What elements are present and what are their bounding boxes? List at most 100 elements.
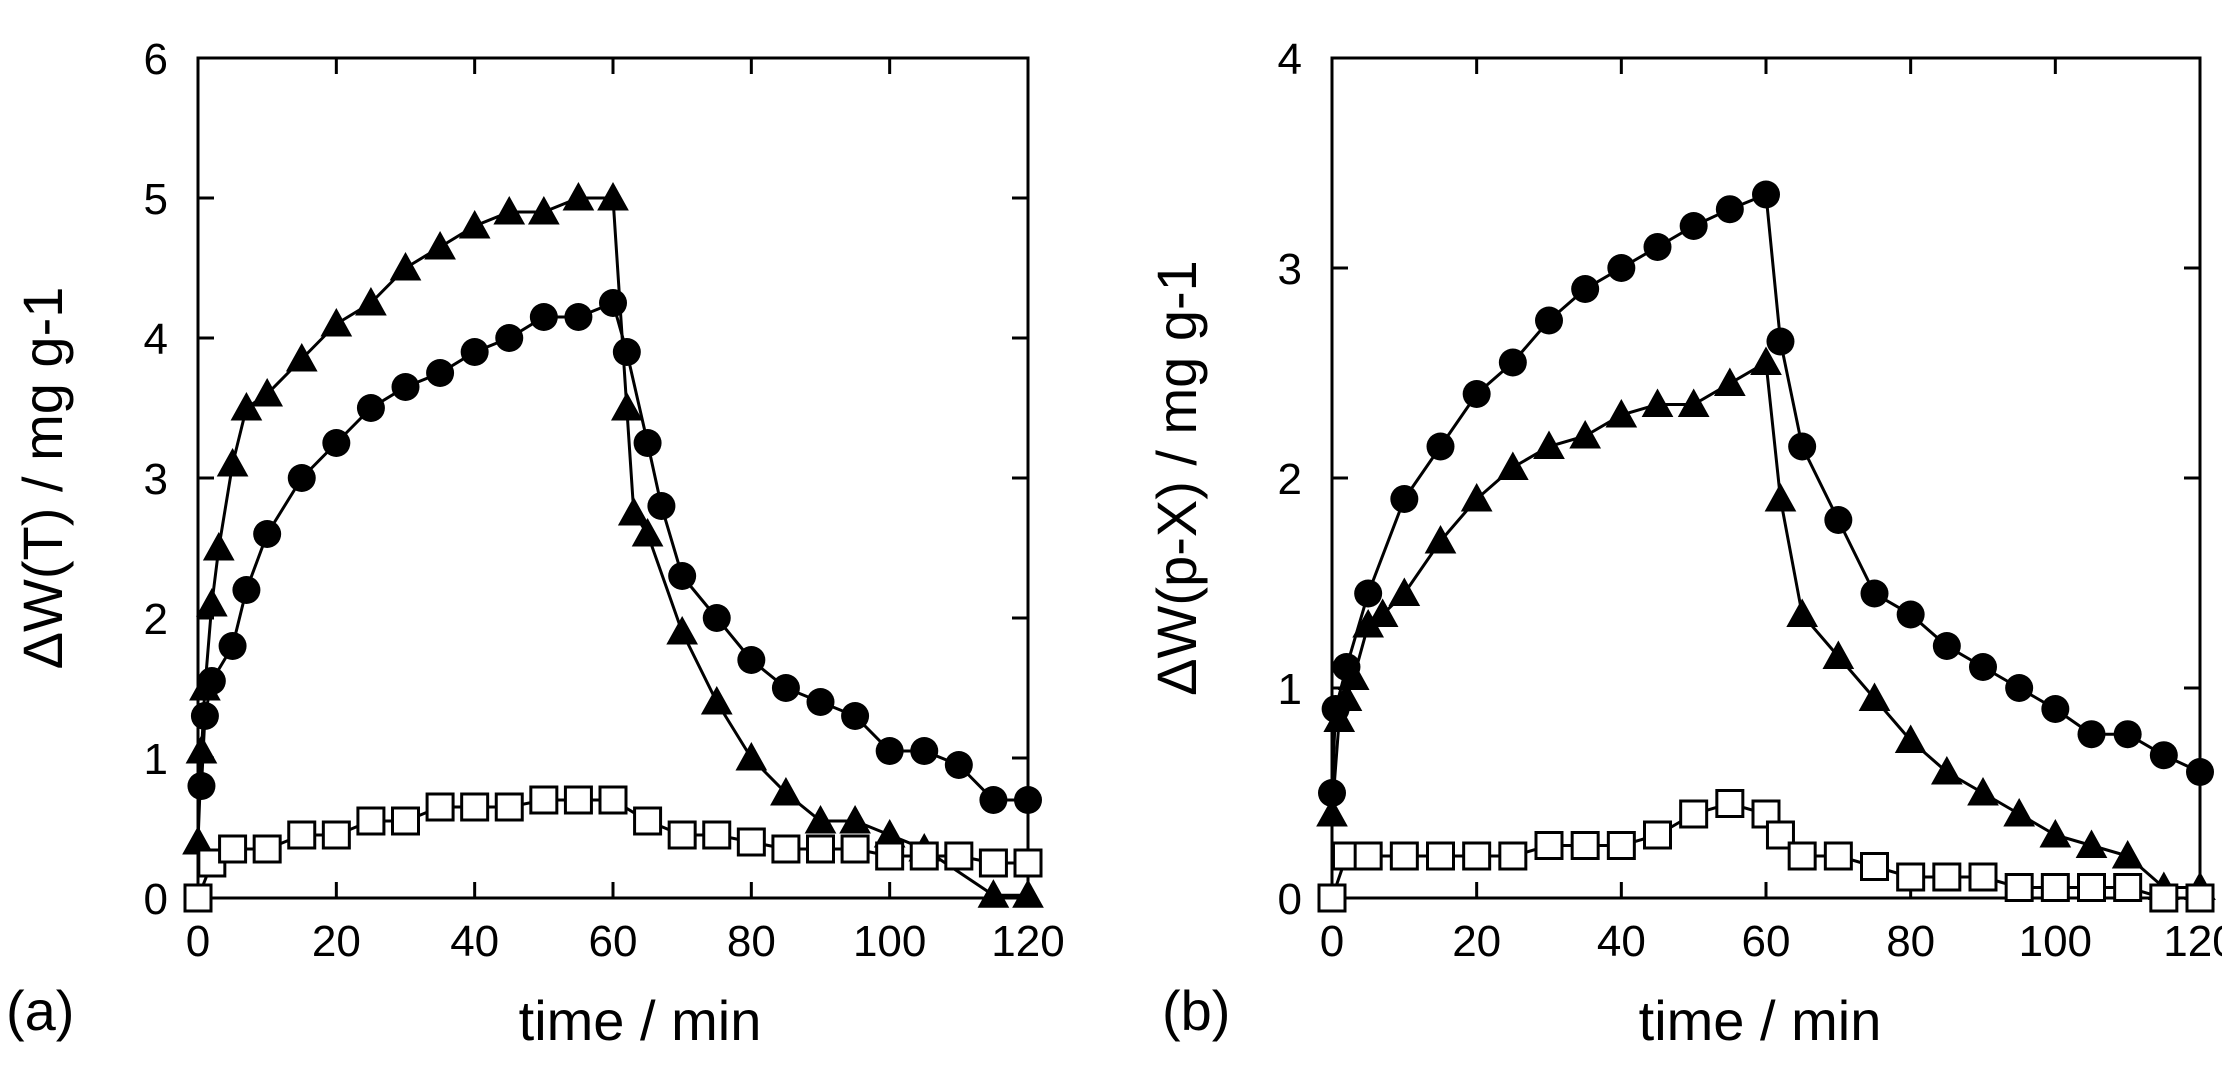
data-point-square <box>1643 820 1672 850</box>
data-point-circle <box>1354 579 1383 608</box>
data-point-triangle <box>770 776 802 806</box>
y-tick-label: 2 <box>1278 455 1302 504</box>
data-point-circle <box>356 394 385 422</box>
data-point-triangle <box>320 307 353 337</box>
data-point-square <box>736 827 766 857</box>
data-point-circle <box>1896 600 1925 629</box>
data-point-circle <box>633 429 662 457</box>
y-tick-label: 2 <box>144 595 168 644</box>
data-point-circle <box>287 464 316 492</box>
y-tick-label: 0 <box>144 875 168 924</box>
data-point-square <box>598 785 628 815</box>
data-point-square <box>2113 873 2143 902</box>
data-point-triangle <box>2003 797 2036 827</box>
data-point-square <box>494 792 524 822</box>
data-point-square <box>1715 789 1745 818</box>
data-point-circle <box>1643 233 1672 261</box>
data-point-square <box>2040 873 2070 902</box>
data-point-square <box>1389 841 1419 871</box>
data-point-square <box>1317 883 1347 913</box>
data-point-circle <box>190 702 219 730</box>
data-point-triangle <box>1460 482 1493 512</box>
x-tick-label: 40 <box>450 917 499 966</box>
data-point-triangle <box>424 230 456 260</box>
data-point-triangle <box>1822 640 1855 669</box>
x-tick-label: 40 <box>1597 917 1646 966</box>
data-point-square <box>1498 841 1528 871</box>
x-axis-title: time / min <box>1639 989 1882 1052</box>
x-tick-label: 60 <box>589 917 638 966</box>
data-point-square <box>1679 799 1709 829</box>
chart-panel-a: 0 20 40 60 80 100 120 0 1 2 3 4 5 6 time / min ΔW(T) / … <box>6 35 1065 1052</box>
x-tick-label: 120 <box>2163 917 2222 966</box>
data-point-triangle <box>195 587 228 617</box>
y-tick-label: 4 <box>144 315 168 364</box>
chart-panel-b: 0 20 40 60 80 100 120 0 1 2 3 4 time / min ΔW(p-X) / … <box>1145 35 2222 1052</box>
series-line <box>200 300 1028 802</box>
data-point-triangle <box>251 377 284 407</box>
data-point-square <box>1534 831 1564 860</box>
data-point-square <box>425 792 455 822</box>
data-point-square <box>2077 873 2106 902</box>
data-point-triangle <box>1750 346 1782 375</box>
series-filled-circles <box>1318 180 2214 807</box>
data-point-square <box>252 834 282 864</box>
data-point-square <box>909 841 939 871</box>
data-point-circle <box>737 646 766 674</box>
data-point-circle <box>187 772 216 800</box>
data-point-circle <box>2186 758 2214 786</box>
data-point-circle <box>647 492 676 520</box>
data-point-triangle <box>700 685 733 715</box>
data-point-square <box>667 820 697 850</box>
data-point-square <box>1860 852 1889 881</box>
data-point-circle <box>1788 432 1817 461</box>
data-point-circle <box>1462 380 1491 408</box>
data-point-square <box>1896 862 1926 892</box>
data-point-triangle <box>839 804 871 834</box>
data-point-circle <box>1318 779 1346 807</box>
series-filled-circles <box>187 289 1042 814</box>
data-point-circle <box>841 702 870 730</box>
data-point-circle <box>1571 275 1600 303</box>
data-point-triangle <box>1641 388 1674 417</box>
series-open-squares <box>1317 789 2215 913</box>
series-triangles <box>182 181 1044 908</box>
data-point-circle <box>1498 348 1527 377</box>
x-tick-label: 100 <box>853 917 926 966</box>
x-tick-label: 0 <box>186 917 210 966</box>
data-point-square <box>1606 831 1636 860</box>
data-point-triangle <box>216 447 249 477</box>
data-point-square <box>563 785 593 815</box>
x-tick-label: 0 <box>1320 917 1344 966</box>
data-point-circle <box>1766 327 1795 356</box>
y-tick-label: 1 <box>1278 665 1302 714</box>
data-point-triangle <box>1388 577 1421 606</box>
data-point-circle <box>1426 432 1455 461</box>
data-point-circle <box>1752 180 1780 209</box>
data-point-triangle <box>1012 879 1044 908</box>
data-point-circle <box>2041 695 2070 723</box>
data-point-square <box>633 806 663 836</box>
series-line <box>1330 192 2201 794</box>
data-point-triangle <box>1496 451 1529 480</box>
data-point-circle <box>1332 653 1361 681</box>
data-point-triangle <box>1316 797 1348 827</box>
data-point-triangle <box>977 879 1010 908</box>
data-point-triangle <box>1366 598 1399 627</box>
y-tick-label: 5 <box>144 175 168 224</box>
panel-label: (b) <box>1162 979 1230 1042</box>
x-tick-label: 120 <box>991 917 1064 966</box>
data-point-circle <box>2149 741 2178 770</box>
data-point-triangle <box>804 804 837 834</box>
data-point-triangle <box>1533 430 1565 459</box>
y-tick-label: 6 <box>144 35 168 84</box>
data-point-square <box>1787 841 1817 871</box>
data-point-circle <box>771 674 800 702</box>
data-point-square <box>529 785 559 815</box>
y-tick-label: 3 <box>1278 245 1302 294</box>
data-point-square <box>287 820 317 850</box>
data-point-circle <box>599 289 627 317</box>
data-point-square <box>460 792 490 822</box>
data-point-triangle <box>493 195 526 225</box>
